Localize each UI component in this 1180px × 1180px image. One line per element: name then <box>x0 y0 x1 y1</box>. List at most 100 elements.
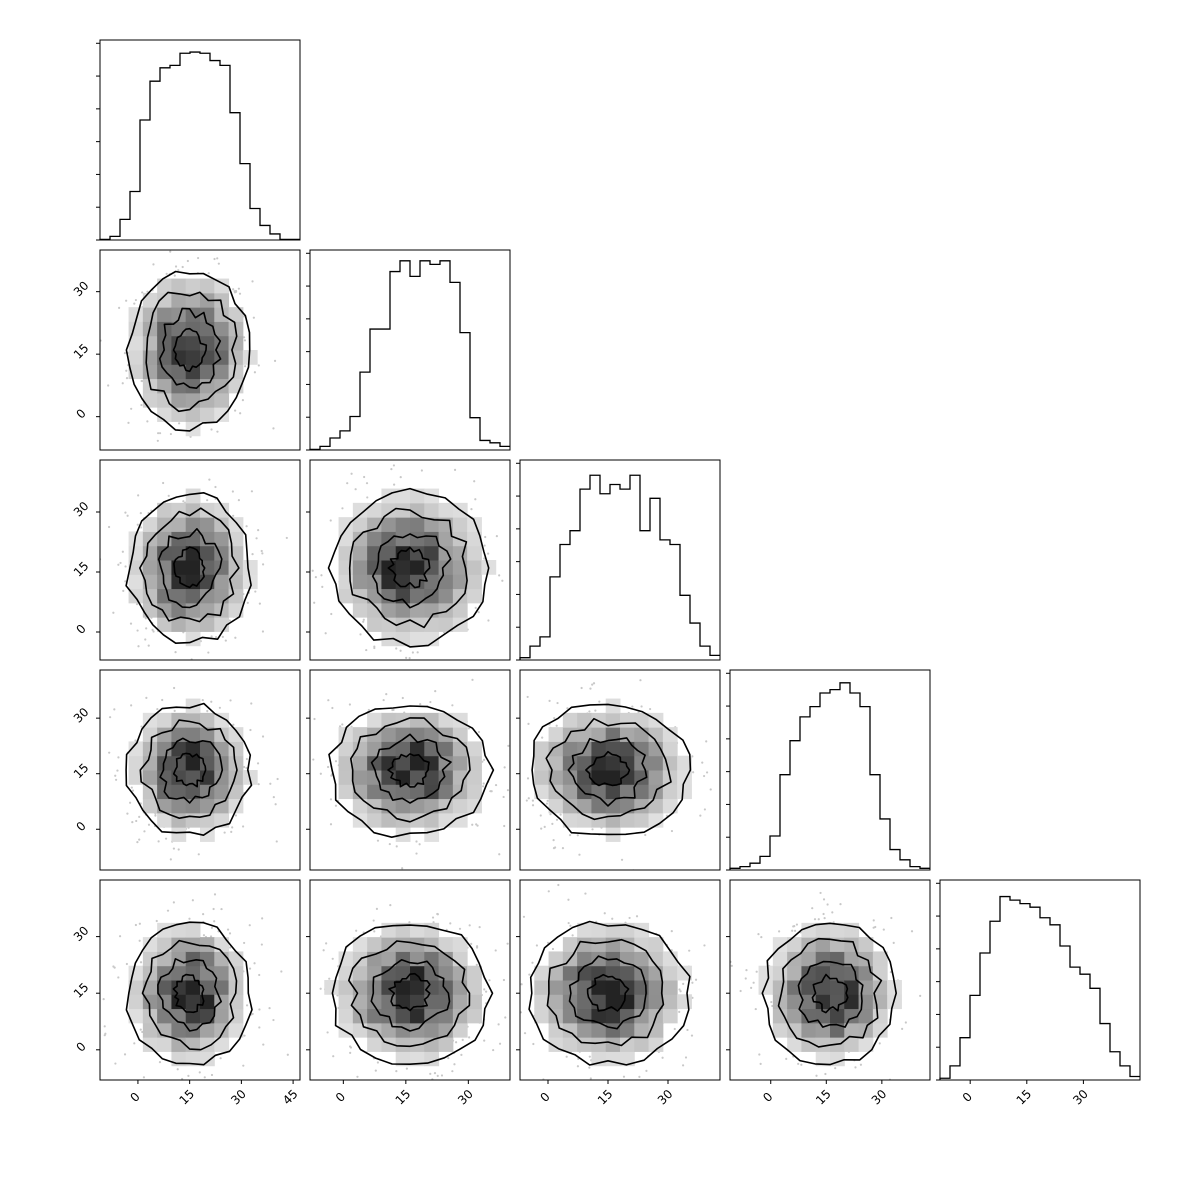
scatter-point <box>135 819 138 823</box>
scatter-point <box>217 262 220 265</box>
density-cell <box>648 770 664 785</box>
contour-level-3 <box>172 327 208 373</box>
density-cell <box>200 335 215 351</box>
scatter-point <box>415 840 418 843</box>
density-cell <box>452 712 468 728</box>
scatter-point <box>172 901 175 904</box>
scatter-point <box>568 834 572 837</box>
scatter-point <box>201 698 204 702</box>
scatter-point <box>661 1056 664 1059</box>
scatter-point <box>256 762 260 765</box>
scatter-point <box>348 703 351 706</box>
density-cell <box>200 378 215 394</box>
density-cell <box>142 392 158 408</box>
scatter-point <box>313 717 316 721</box>
scatter-point <box>393 483 396 486</box>
density-cell <box>605 727 621 742</box>
density-cell <box>548 1022 564 1038</box>
density-cell <box>185 364 201 380</box>
scatter-point <box>526 695 529 699</box>
density-cell <box>591 1008 607 1024</box>
pair-panel-4-1 <box>309 879 511 1081</box>
scatter-point <box>242 825 245 828</box>
density-cell <box>562 937 578 952</box>
scatter-point <box>228 619 231 622</box>
histogram-panel-1 <box>306 249 511 451</box>
density-cell <box>352 980 368 995</box>
density-cell <box>662 1008 678 1024</box>
scatter-point <box>243 339 247 342</box>
density-cell <box>395 965 411 981</box>
scatter-point <box>241 399 245 402</box>
density-cell <box>620 784 635 800</box>
pair-panel-content <box>730 891 922 1080</box>
density-cell <box>395 631 411 647</box>
density-cell <box>410 755 425 771</box>
scatter-point <box>365 648 368 652</box>
scatter-point <box>892 941 895 944</box>
density-cell <box>591 712 607 728</box>
scatter-point <box>131 821 134 824</box>
contour-level-0 <box>125 491 252 645</box>
density-cell <box>214 1008 230 1024</box>
density-cell <box>381 1022 397 1038</box>
density-cell <box>424 517 440 532</box>
density-cell <box>591 1022 607 1038</box>
contour-level-0 <box>331 924 494 1065</box>
scatter-point <box>498 853 501 856</box>
density-cell <box>577 1022 592 1038</box>
scatter-point <box>750 986 753 989</box>
scatter-point <box>878 1042 881 1045</box>
scatter-point <box>497 1023 500 1026</box>
scatter-point <box>138 838 141 841</box>
scatter-point <box>576 1065 580 1068</box>
density-cell <box>352 602 368 618</box>
scatter-point <box>553 716 556 720</box>
density-cell <box>381 617 397 632</box>
density-cell <box>787 1037 802 1052</box>
contour-level-2 <box>157 527 223 609</box>
pair-panel-4-3 <box>729 879 931 1081</box>
density-cell <box>352 755 368 771</box>
density-cell <box>185 292 201 308</box>
scatter-point <box>210 635 213 638</box>
density-cell <box>410 741 425 757</box>
density-cell <box>200 937 215 952</box>
density-cell <box>438 1037 454 1052</box>
scatter-point <box>262 1043 265 1046</box>
scatter-point <box>124 580 127 583</box>
scatter-point <box>531 799 535 802</box>
density-cell <box>662 965 678 981</box>
density-cell <box>662 798 678 814</box>
scatter-point <box>356 1075 359 1078</box>
density-cell <box>381 602 397 618</box>
density-cell <box>171 937 187 952</box>
scatter-point <box>795 923 799 926</box>
scatter-point <box>327 699 330 702</box>
density-cell <box>438 617 454 632</box>
scatter-point <box>261 917 264 920</box>
density-cell <box>128 980 144 995</box>
scatter-point <box>418 843 421 846</box>
density-cell <box>424 951 440 967</box>
density-cell <box>352 727 368 742</box>
scatter-point <box>567 921 570 925</box>
scatter-point <box>219 1057 222 1060</box>
density-cell <box>338 770 354 785</box>
density-cell <box>185 812 201 828</box>
density-cell <box>242 350 258 365</box>
density-cell <box>577 755 592 771</box>
density-cell <box>452 798 468 814</box>
density-cell <box>620 994 635 1010</box>
density-cell <box>562 712 578 728</box>
scatter-point <box>551 947 555 951</box>
scatter-point <box>440 1074 444 1077</box>
density-cell <box>424 631 440 647</box>
scatter-point <box>169 432 173 436</box>
scatter-point <box>552 839 555 842</box>
scatter-point <box>178 422 181 425</box>
density-cell <box>438 812 454 828</box>
scatter-point <box>372 919 375 922</box>
scatter-point <box>484 535 487 539</box>
density-cell <box>534 980 550 995</box>
